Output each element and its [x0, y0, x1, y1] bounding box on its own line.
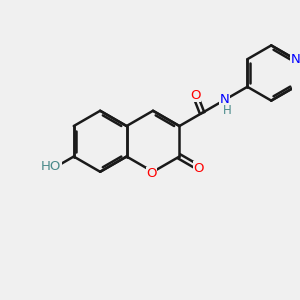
- Text: O: O: [146, 167, 157, 180]
- Text: H: H: [223, 103, 232, 117]
- Text: HO: HO: [41, 160, 61, 173]
- Text: O: O: [190, 89, 200, 102]
- Text: O: O: [193, 162, 204, 175]
- Text: N: N: [290, 53, 300, 66]
- Text: N: N: [220, 93, 230, 106]
